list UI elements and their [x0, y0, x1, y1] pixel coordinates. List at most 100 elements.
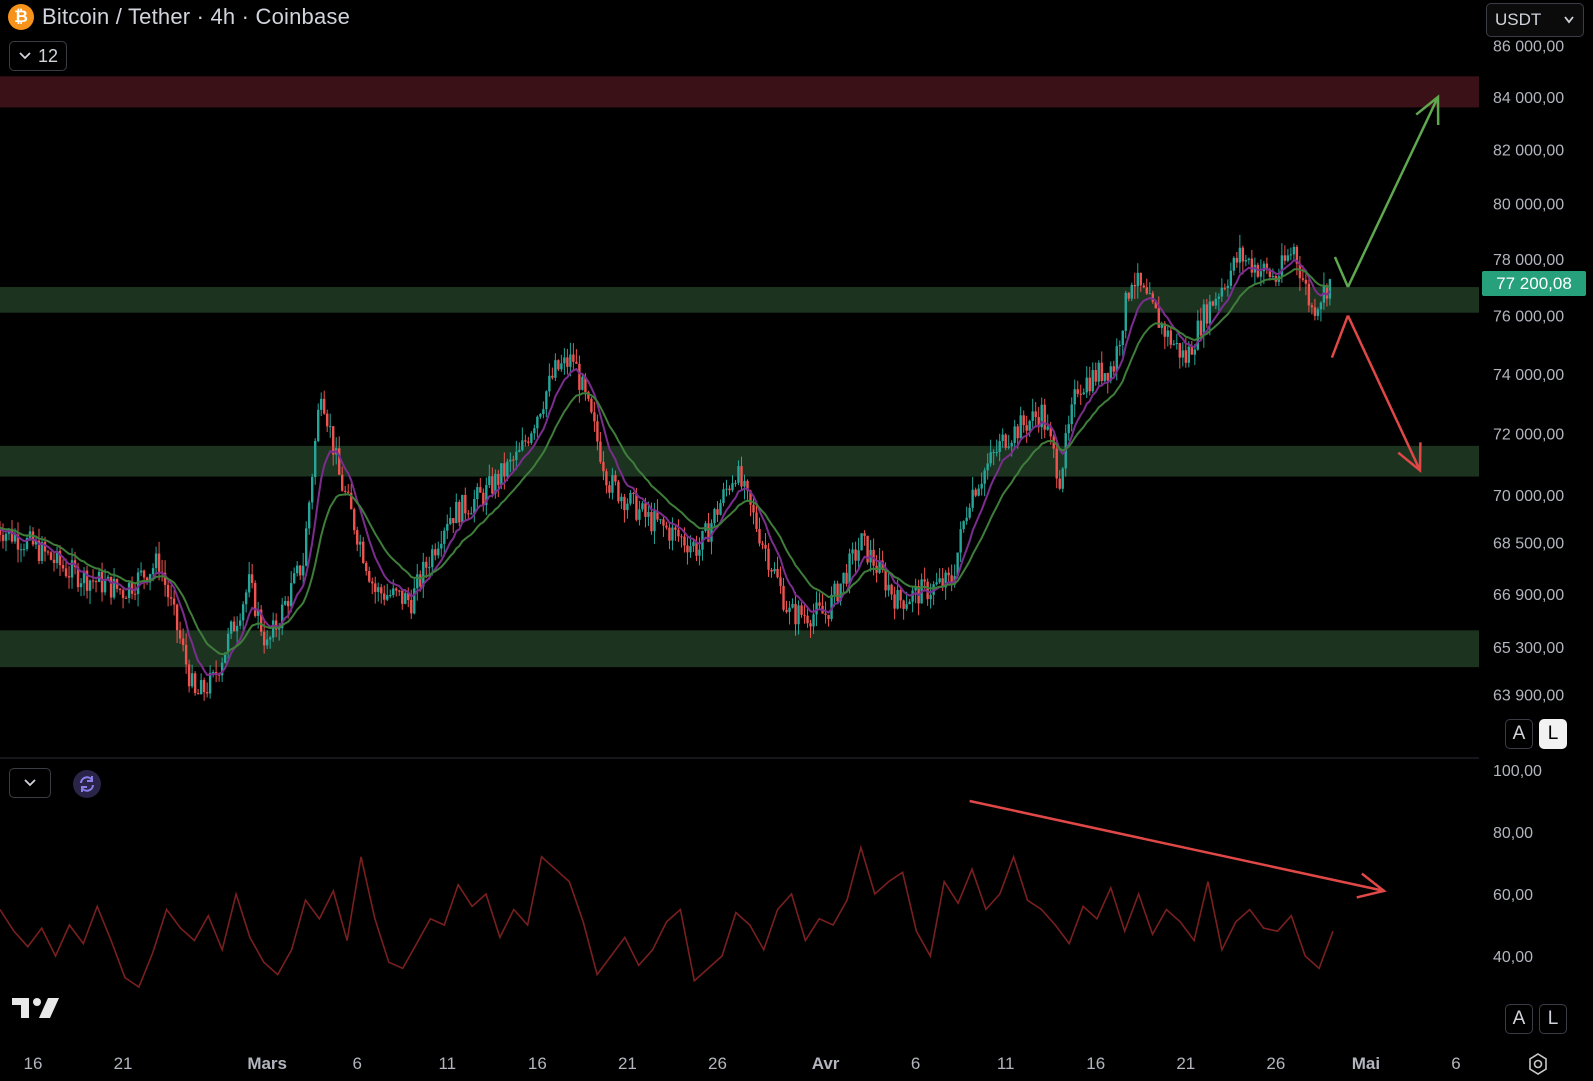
time-tick-label: 26: [1266, 1054, 1285, 1073]
candle-body: [956, 552, 959, 577]
rsi-log-scale-button[interactable]: L: [1539, 1004, 1567, 1034]
candle-body: [118, 588, 122, 591]
candle-body: [431, 549, 434, 568]
candle-body: [836, 583, 839, 602]
candle-body: [707, 523, 710, 542]
candle-body: [599, 441, 602, 462]
candle-body: [944, 572, 947, 588]
currency-select[interactable]: USDT: [1486, 3, 1584, 37]
candle-body: [578, 363, 581, 390]
candle-body: [695, 542, 698, 556]
candle-body: [503, 463, 506, 477]
candle-body: [232, 621, 236, 632]
candle-body: [602, 461, 605, 472]
candle-body: [43, 542, 47, 552]
candle-body: [1124, 292, 1127, 331]
candle-body: [974, 489, 977, 496]
candle-body: [863, 533, 866, 536]
time-tick-label: Mars: [247, 1054, 287, 1073]
candle-body: [986, 463, 989, 471]
candle-body: [959, 529, 962, 553]
candle-body: [476, 487, 479, 499]
tradingview-logo-icon[interactable]: [12, 996, 60, 1025]
candle-body: [82, 570, 86, 584]
time-tick-label: 11: [997, 1054, 1015, 1073]
candle-body: [49, 552, 53, 560]
candle-body: [332, 426, 335, 455]
candle-body: [256, 609, 260, 616]
candle-body: [289, 583, 293, 607]
candle-body: [1298, 263, 1302, 279]
candle-body: [479, 487, 482, 493]
candle-body: [395, 588, 398, 591]
candle-body: [301, 565, 305, 576]
candle-body: [16, 534, 20, 550]
candle-body: [1115, 346, 1118, 372]
candle-body: [419, 574, 422, 587]
time-tick-label: 11: [438, 1054, 456, 1073]
candle-body: [226, 633, 230, 653]
collapse-indicators-button[interactable]: 12: [9, 41, 68, 71]
candle-body: [818, 602, 821, 606]
sync-icon[interactable]: [73, 770, 101, 798]
candle-body: [88, 580, 92, 591]
rsi-auto-scale-button[interactable]: A: [1505, 1004, 1533, 1034]
candle-body: [989, 452, 992, 464]
candle-body: [55, 550, 59, 563]
candle-body: [413, 588, 416, 614]
candle-body: [1325, 285, 1329, 299]
candle-body: [440, 543, 443, 549]
candle-body: [752, 504, 755, 513]
candle-body: [1199, 320, 1203, 336]
candle-body: [31, 531, 35, 545]
price-scale-buttons: A L: [1505, 719, 1567, 749]
candle-body: [443, 530, 446, 544]
candle-body: [497, 473, 500, 485]
candle-body: [389, 595, 392, 597]
candle-body: [692, 542, 695, 547]
candle-body: [310, 476, 314, 503]
candle-body: [298, 565, 302, 576]
candle-body: [1166, 330, 1169, 337]
auto-scale-button[interactable]: A: [1505, 719, 1533, 749]
candle-body: [151, 568, 155, 575]
rsi-tick-label: 40,00: [1493, 949, 1533, 966]
candle-body: [265, 639, 269, 646]
candle-body: [809, 623, 812, 627]
candle-body: [1010, 442, 1013, 447]
candle-body: [142, 570, 146, 578]
gear-icon[interactable]: [1526, 1052, 1550, 1081]
log-scale-button[interactable]: L: [1539, 719, 1567, 749]
rsi-tick-label: 100,00: [1493, 763, 1542, 780]
candle-body: [851, 549, 854, 554]
candle-body: [893, 594, 896, 609]
candle-body: [1133, 284, 1136, 287]
candle-body: [665, 525, 668, 528]
candle-body: [905, 604, 908, 609]
candle-body: [722, 489, 725, 504]
candle-body: [1001, 434, 1004, 442]
candle-body: [286, 601, 290, 607]
candle-body: [908, 601, 911, 605]
price-tick-label: 74 000,00: [1493, 367, 1564, 384]
candle-body: [794, 603, 797, 625]
candle-body: [689, 546, 692, 553]
candle-body: [1118, 345, 1121, 347]
candle-body: [713, 509, 716, 524]
candle-body: [103, 580, 107, 593]
time-tick-label: 16: [24, 1054, 43, 1073]
candle-body: [761, 543, 764, 545]
candle-body: [1109, 366, 1112, 381]
candle-body: [758, 528, 761, 544]
candle-body: [1037, 417, 1040, 428]
candle-body: [1268, 269, 1272, 277]
candle-body: [725, 488, 728, 490]
time-tick-label: 16: [1086, 1054, 1105, 1073]
rsi-collapse-button[interactable]: [9, 768, 51, 798]
candle-body: [404, 593, 407, 604]
candle-body: [983, 470, 986, 484]
time-tick-label: 21: [618, 1054, 637, 1073]
candle-body: [127, 582, 131, 598]
candle-body: [268, 637, 272, 640]
